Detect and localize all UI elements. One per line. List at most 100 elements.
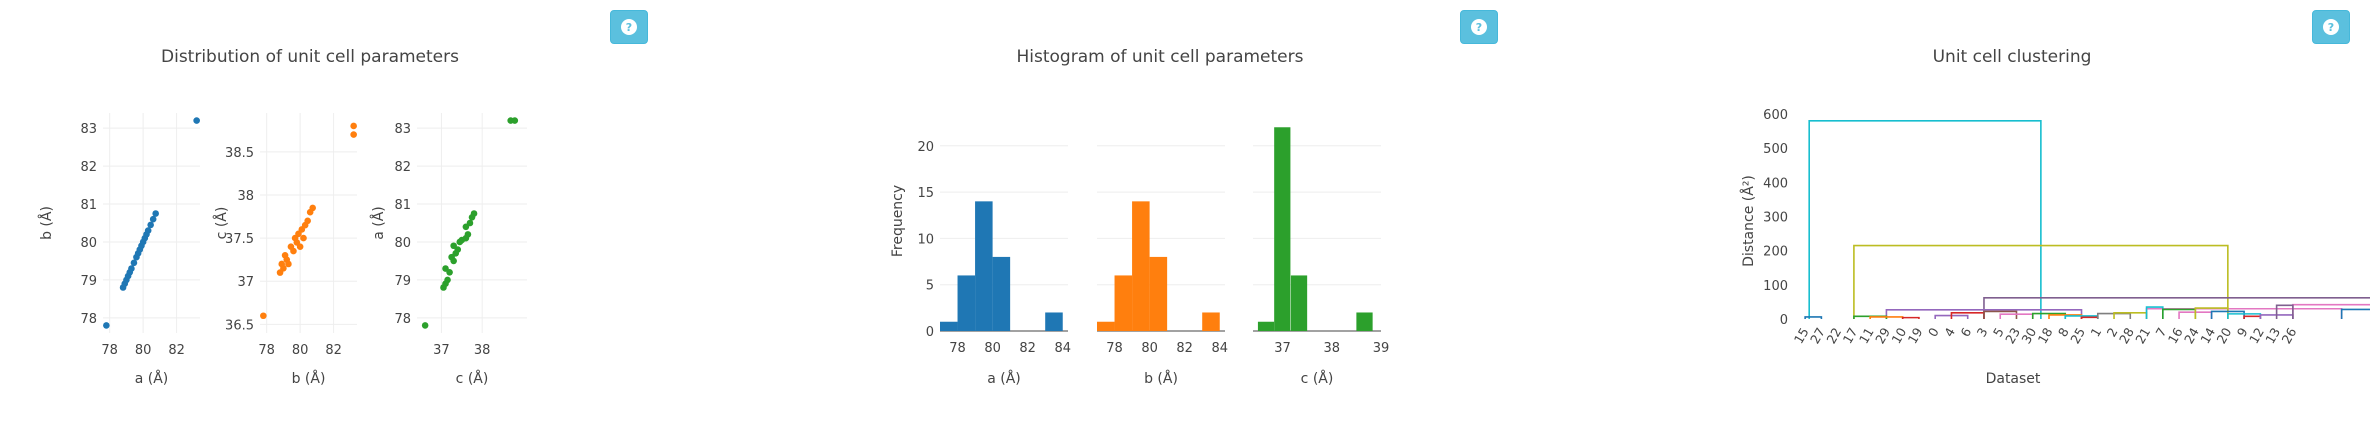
y-axis-label: b (Å) (38, 206, 55, 240)
y-tick-label: 78 (394, 312, 411, 327)
scatter-point (300, 234, 307, 242)
y-tick-label: 20 (917, 140, 934, 155)
scatter-point (350, 131, 357, 138)
chart-title-histogram: Histogram of unit cell parameters (1017, 47, 1304, 67)
scatter-point (144, 227, 152, 234)
x-tick-label: 78 (949, 341, 966, 356)
leaf-label: 3 (1974, 325, 1991, 339)
x-tick-label: 82 (1176, 341, 1193, 356)
scatter-point (128, 265, 135, 272)
histogram-bar (1132, 201, 1150, 331)
scatter-point (304, 217, 311, 225)
leaf-label: 11 (1856, 325, 1877, 346)
help-button-clustering[interactable]: ? (2312, 10, 2350, 44)
leaf-label: 18 (2035, 325, 2056, 346)
histogram-y-label: Frequency (890, 185, 906, 257)
leaf-label: 23 (2002, 325, 2023, 346)
scatter-point (280, 264, 287, 272)
scatter-point (130, 259, 138, 267)
scatter-point (149, 215, 157, 223)
dendrogram-link (1808, 120, 2042, 319)
x-tick-label: 82 (1019, 341, 1036, 356)
y-axis-label: c (Å) (213, 207, 230, 240)
histogram-panel-c: 37 38 39 c (Å) (1253, 127, 1389, 387)
dendrogram-link (2080, 316, 2099, 319)
y-tick-label: 78 (80, 312, 97, 327)
scatter-point (466, 219, 474, 227)
y-tick-label: 0 (1780, 313, 1788, 328)
x-tick-label: 37 (433, 343, 450, 358)
scatter-point (470, 210, 478, 217)
y-tick-label: 38.5 (225, 146, 254, 161)
histogram-panel-a: 0 5 10 15 20 78 80 82 84 a (Å) (917, 140, 1071, 387)
chart-title-clustering: Unit cell clustering (1933, 47, 2092, 67)
leaf-label: 24 (2181, 325, 2202, 346)
y-tick-label: 81 (80, 198, 97, 213)
leaf-label: 25 (2067, 325, 2088, 346)
dendrogram-link (2292, 303, 2370, 319)
scatter-point (442, 265, 449, 272)
x-tick-label: 80 (1141, 341, 1158, 356)
leaf-label: 10 (1888, 325, 1909, 346)
dendrogram-link (2340, 308, 2370, 319)
help-button-histogram[interactable]: ? (1460, 10, 1498, 44)
y-tick-label: 500 (1763, 142, 1788, 157)
dendrogram-y-label: Distance (Å²) (1740, 175, 1757, 267)
y-tick-label: 80 (394, 236, 411, 251)
leaf-label: 12 (2246, 325, 2267, 346)
x-axis-label: c (Å) (456, 370, 489, 387)
x-tick-label: 38 (1323, 341, 1340, 356)
leaf-label: 16 (2165, 325, 2186, 346)
histogram-bar (992, 256, 1011, 331)
y-tick-label: 36.5 (225, 318, 254, 333)
help-button-distribution[interactable]: ? (610, 10, 648, 44)
y-tick-label: 5 (926, 279, 934, 294)
y-tick-label: 37.5 (225, 232, 254, 247)
leaf-label: 1 (2087, 325, 2104, 339)
leaf-label: 26 (2279, 325, 2300, 346)
y-tick-label: 10 (917, 232, 934, 247)
y-tick-label: 81 (394, 198, 411, 213)
leaf-label: 15 (1791, 325, 1812, 346)
y-tick-label: 37 (237, 275, 254, 290)
scatter-point (350, 122, 357, 130)
scatter-point (296, 243, 304, 251)
scatter-point (103, 322, 110, 329)
leaf-label: 6 (1957, 325, 1974, 339)
y-tick-label: 82 (80, 160, 97, 175)
dendrogram-link (2275, 304, 2294, 319)
x-tick-label: 37 (1274, 341, 1291, 356)
x-tick-label: 84 (1054, 341, 1071, 356)
dendrogram-link (2243, 315, 2262, 319)
leaf-label: 19 (1905, 325, 1926, 346)
scatter-point (444, 276, 451, 284)
x-axis-label: b (Å) (1144, 370, 1178, 387)
histogram-bar (1149, 256, 1168, 331)
chart-title-distribution: Distribution of unit cell parameters (161, 47, 459, 67)
y-tick-label: 15 (917, 186, 934, 201)
histogram-bar (1202, 312, 1220, 331)
histogram-bar (975, 201, 993, 331)
histogram-bar (1045, 312, 1063, 331)
histogram-panel-b: 78 80 82 84 b (Å) (1097, 145, 1228, 387)
y-tick-label: 83 (80, 122, 97, 137)
leaf-label: 13 (2262, 325, 2283, 346)
dendrogram-link (1804, 316, 1823, 319)
histogram-bar (1097, 321, 1115, 331)
histogram-group: 0 5 10 15 20 78 80 82 84 a (Å) 78 80 82 84 b (Å) 37 38 39… (917, 127, 1389, 387)
x-axis-label: a (Å) (987, 370, 1021, 387)
dendrogram-link (1853, 244, 2229, 319)
x-tick-label: 39 (1373, 341, 1390, 356)
leaf-label: 22 (1823, 325, 1844, 346)
scatter-point (260, 312, 267, 320)
dendrogram-link (1983, 297, 2370, 319)
histogram-bar (1274, 127, 1291, 332)
y-tick-label: 200 (1763, 245, 1788, 260)
x-tick-label: 78 (101, 343, 118, 358)
scatter-point (147, 221, 154, 229)
x-axis-label: b (Å) (292, 370, 326, 387)
leaf-label: 17 (1840, 325, 1861, 346)
x-tick-label: 80 (292, 343, 309, 358)
y-tick-label: 100 (1763, 279, 1788, 294)
